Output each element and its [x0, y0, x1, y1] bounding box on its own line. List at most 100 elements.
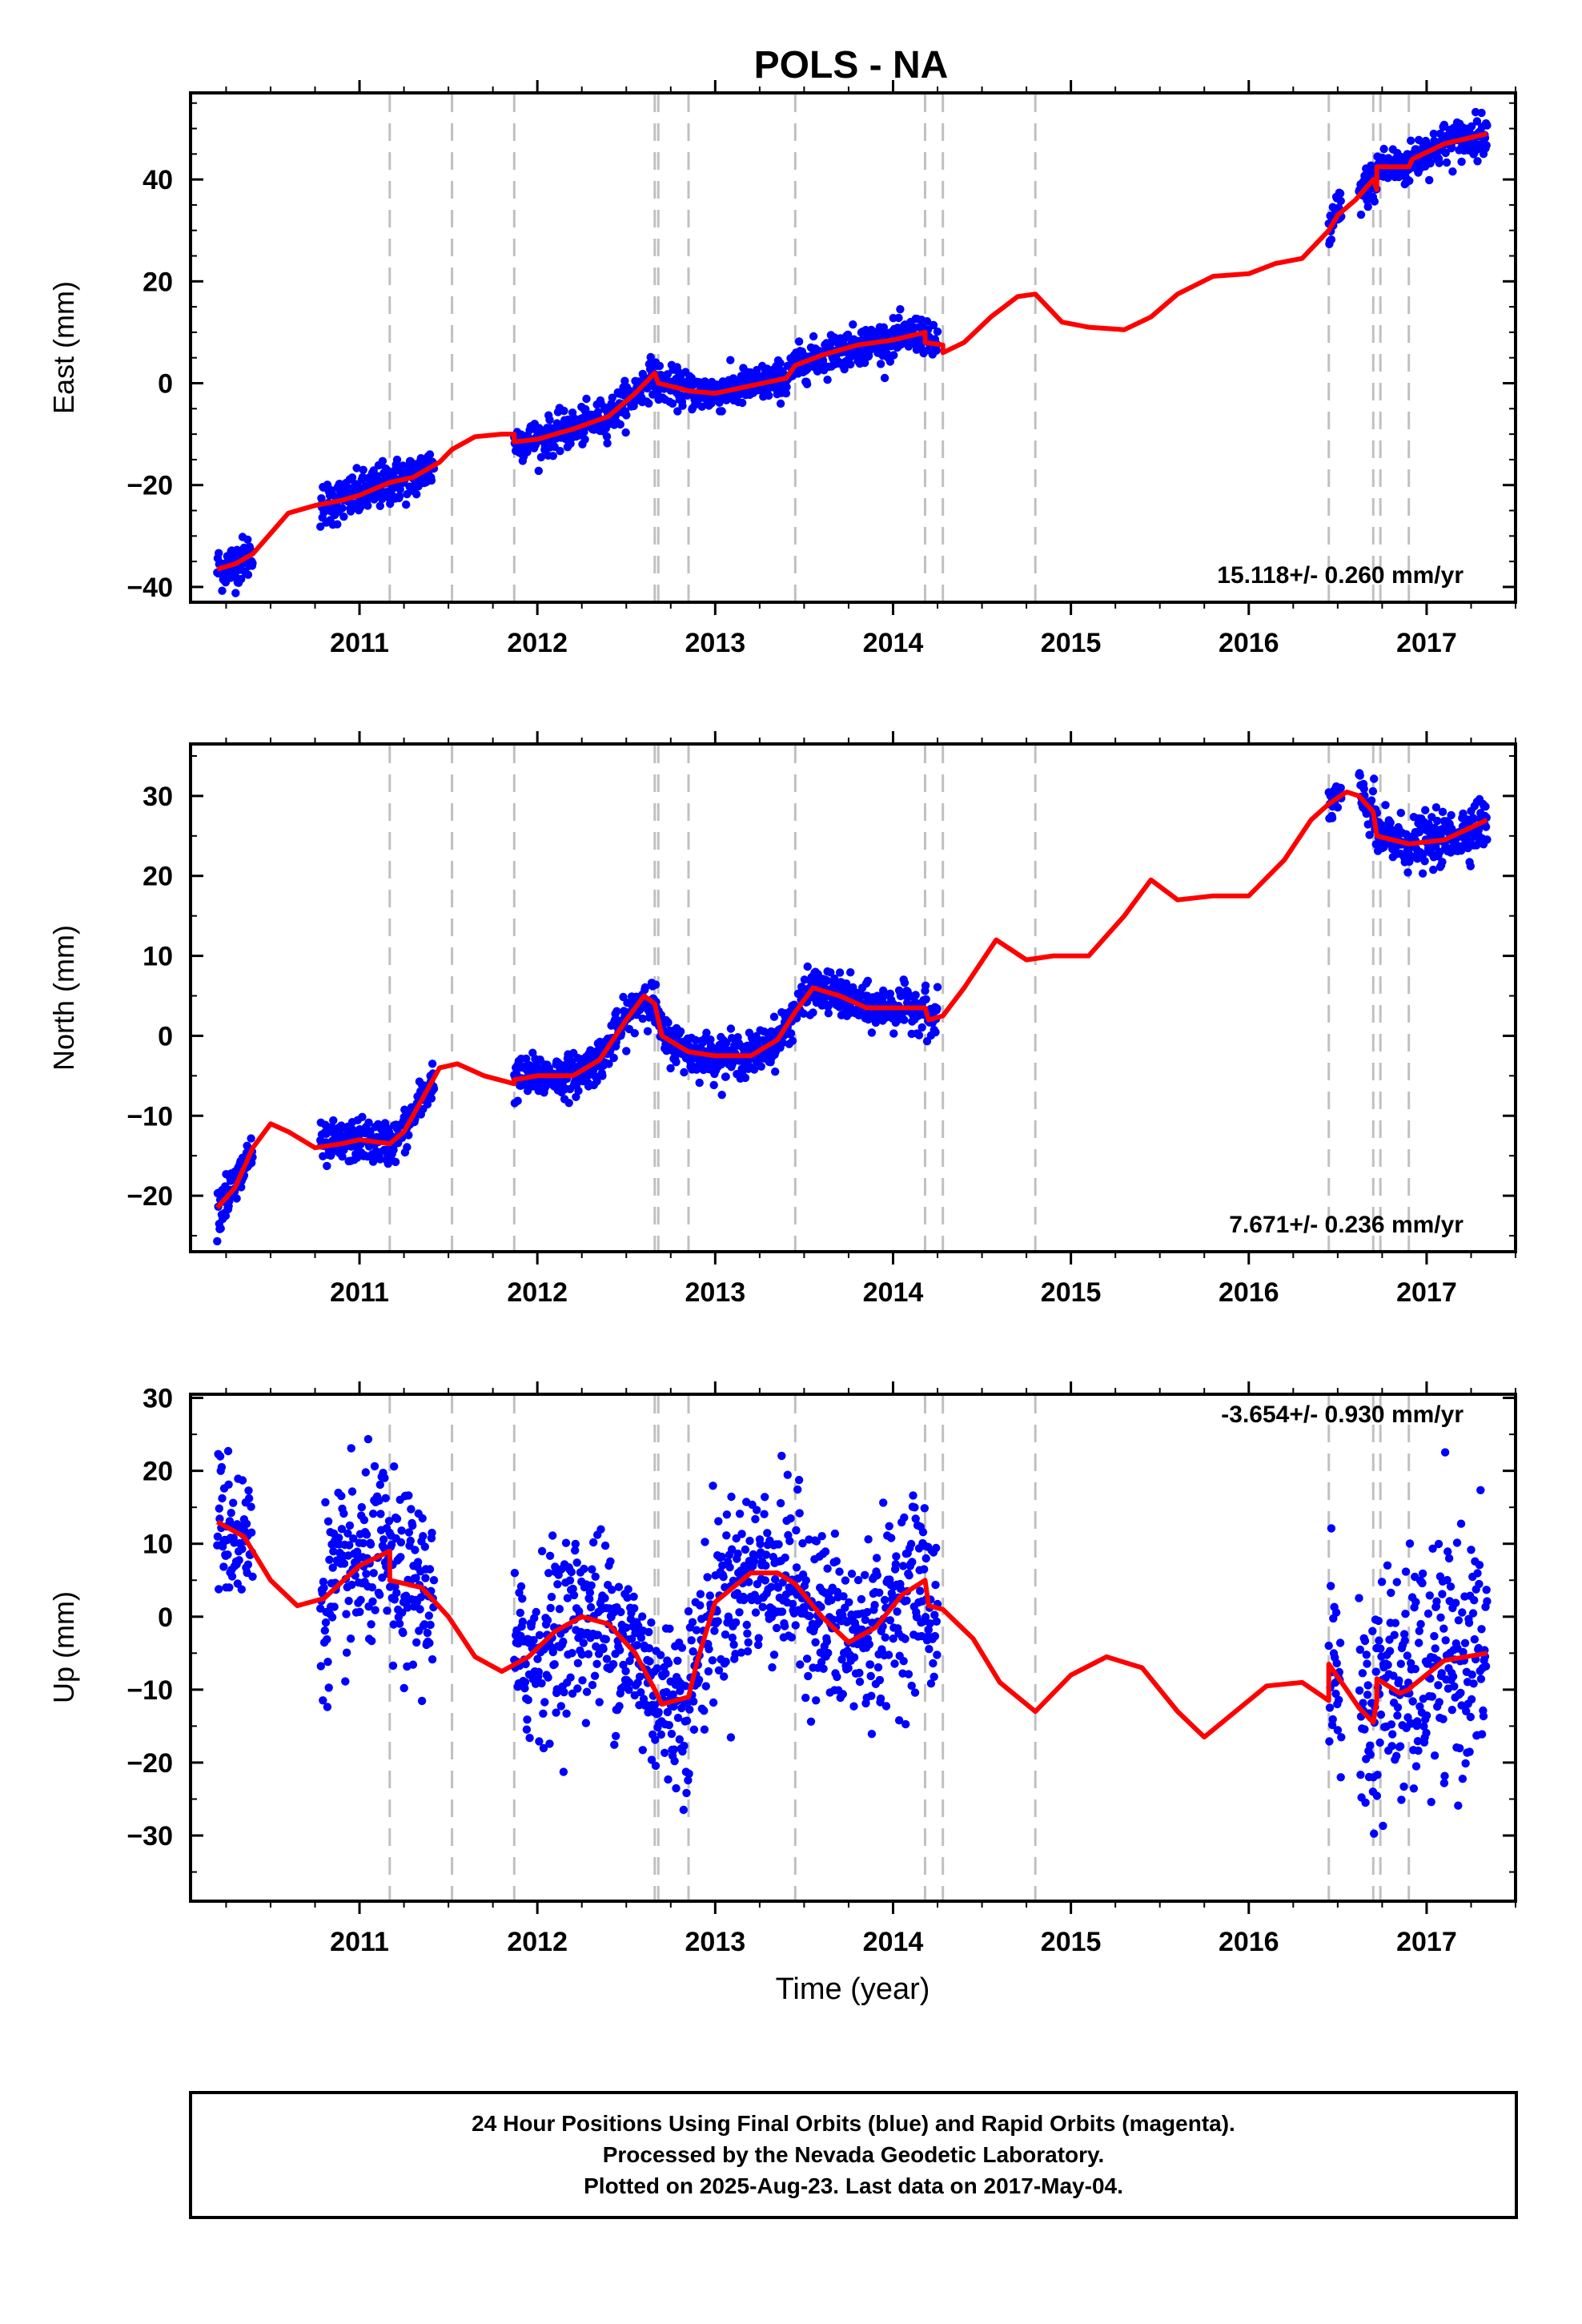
up-data-point [1336, 1773, 1345, 1782]
north-data-point [1396, 808, 1406, 818]
up-data-point [238, 1545, 247, 1554]
up-data-point [867, 1730, 877, 1739]
up-data-point [556, 1702, 565, 1711]
east-y-tick-label: −40 [126, 573, 173, 603]
up-data-point [791, 1621, 800, 1630]
up-data-point [235, 1556, 243, 1565]
up-y-axis-label: Up (mm) [47, 1591, 80, 1703]
east-data-point [933, 327, 942, 336]
up-data-point [544, 1569, 553, 1578]
up-data-point [346, 1634, 355, 1643]
up-data-point [786, 1514, 795, 1523]
north-model-line [215, 789, 1488, 1210]
up-frame [189, 1393, 1517, 1903]
north-data-point [1433, 816, 1442, 826]
up-data-point [1459, 1647, 1468, 1657]
up-data-point [798, 1539, 807, 1548]
up-data-point [392, 1514, 402, 1523]
up-data-point [884, 1651, 893, 1659]
east-rate-label: 15.118+/- 0.260 mm/yr [1217, 562, 1464, 589]
up-data-point [629, 1592, 638, 1602]
up-data-point [754, 1634, 763, 1642]
up-data-point [708, 1656, 717, 1665]
up-data-point [720, 1672, 729, 1681]
east-data-point [359, 465, 367, 474]
up-data-point [213, 1532, 223, 1542]
up-data-point [225, 1583, 234, 1592]
north-data-point [695, 1078, 704, 1088]
up-data-point [243, 1560, 253, 1569]
east-data-point [644, 399, 653, 408]
east-data-point [523, 448, 532, 456]
up-data-point [516, 1608, 524, 1618]
up-data-point [1450, 1682, 1459, 1691]
up-data-point [672, 1783, 681, 1793]
up-data-point [1467, 1695, 1476, 1704]
east-data-point [1407, 136, 1415, 145]
north-data-point [931, 1027, 940, 1037]
up-data-point [1415, 1638, 1423, 1647]
east-data-point [395, 492, 404, 501]
up-data-point [806, 1717, 816, 1726]
up-data-point [728, 1633, 737, 1642]
up-data-point [582, 1687, 592, 1696]
up-data-point [688, 1618, 697, 1626]
east-data-point [215, 549, 223, 557]
up-data-point [247, 1528, 256, 1537]
east-data-point [922, 317, 932, 326]
up-data-point [933, 1651, 942, 1659]
up-data-point [1337, 1733, 1346, 1742]
up-data-point [1325, 1737, 1334, 1746]
up-data-point [420, 1542, 429, 1551]
north-data-point [1424, 819, 1433, 829]
up-data-point [345, 1521, 355, 1530]
up-data-point [1422, 1728, 1431, 1738]
north-y-tick-label: 30 [143, 782, 173, 812]
east-data-point [861, 358, 869, 368]
up-data-point [785, 1537, 794, 1546]
north-data-point [1365, 830, 1374, 839]
up-data-point [376, 1510, 385, 1518]
up-x-tick-label: 2012 [507, 1927, 568, 1957]
east-data-point [1441, 148, 1450, 158]
up-data-point [725, 1562, 734, 1572]
up-data-point [1440, 1771, 1449, 1780]
north-data-point [429, 1084, 439, 1093]
up-data-point [547, 1592, 556, 1602]
east-data-point [248, 559, 257, 568]
up-data-point [1392, 1751, 1401, 1760]
up-data-point [654, 1707, 663, 1717]
east-data-point [1370, 197, 1379, 206]
up-data-point [1355, 1645, 1365, 1655]
north-data-point [1420, 857, 1429, 866]
north-y-tick-label: −20 [126, 1181, 173, 1212]
up-data-point [793, 1485, 802, 1494]
up-data-point [670, 1756, 679, 1766]
up-data-point [817, 1658, 826, 1667]
up-data-point [568, 1649, 576, 1658]
up-data-point [1431, 1644, 1439, 1653]
north-data-point [213, 1236, 222, 1246]
up-data-point [1423, 1609, 1433, 1618]
up-data-point [885, 1522, 893, 1531]
up-data-point [795, 1509, 804, 1518]
up-data-point [898, 1562, 908, 1570]
up-data-point [635, 1672, 644, 1681]
up-data-point [381, 1494, 390, 1503]
up-data-point [327, 1613, 337, 1622]
up-data-point [745, 1536, 754, 1546]
up-data-point [573, 1684, 582, 1693]
up-data-point [395, 1619, 404, 1628]
north-data-point [216, 1224, 225, 1233]
east-data-point [352, 464, 361, 472]
up-data-point [619, 1660, 628, 1670]
up-data-point [861, 1570, 869, 1580]
up-data-point [638, 1746, 647, 1755]
north-data-point [778, 1039, 787, 1047]
up-x-tick-label: 2015 [1041, 1927, 1102, 1957]
up-data-point [864, 1535, 873, 1544]
north-data-point [651, 980, 661, 989]
up-data-point [735, 1608, 744, 1617]
up-data-point [717, 1552, 726, 1562]
up-data-point [1397, 1795, 1406, 1804]
